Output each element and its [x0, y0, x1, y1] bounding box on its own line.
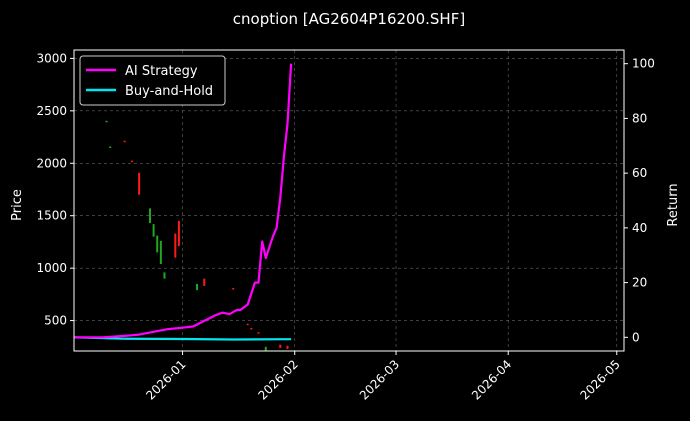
- left-y-axis: 500 1000 1500 2000 2500 3000: [36, 51, 74, 328]
- candle: [286, 345, 289, 349]
- candles: [105, 120, 289, 351]
- candle: [130, 160, 133, 163]
- left-tick-label: 1500: [36, 209, 67, 223]
- candle: [250, 327, 253, 330]
- candle: [109, 146, 112, 148]
- right-tick-label: 80: [632, 111, 647, 125]
- candle: [148, 208, 151, 224]
- legend: AI Strategy Buy-and-Hold: [79, 55, 226, 106]
- candle: [196, 283, 199, 291]
- candle: [203, 278, 206, 286]
- right-tick-label: 40: [632, 221, 647, 235]
- candle: [177, 220, 180, 247]
- right-tick-label: 20: [632, 276, 647, 290]
- left-tick-label: 2500: [36, 104, 67, 118]
- left-tick-label: 1000: [36, 261, 67, 275]
- candle: [105, 120, 108, 123]
- legend-box: [79, 55, 226, 106]
- candle: [232, 288, 235, 290]
- right-tick-label: 0: [632, 330, 640, 344]
- left-axis-label: Price: [10, 189, 25, 221]
- legend-label-buy-and-hold: Buy-and-Hold: [125, 84, 213, 99]
- candle: [123, 140, 126, 143]
- right-tick-label: 100: [632, 57, 655, 71]
- candle: [279, 344, 282, 348]
- candle: [138, 172, 141, 195]
- right-y-axis: 0 20 40 60 80 100: [624, 57, 655, 344]
- left-tick-label: 2000: [36, 156, 67, 170]
- candle: [152, 224, 155, 237]
- chart-title: cnoption [AG2604P16200.SHF]: [233, 10, 465, 28]
- right-tick-label: 60: [632, 166, 647, 180]
- left-tick-label: 3000: [36, 51, 67, 65]
- right-axis-label: Return: [666, 183, 681, 226]
- candle: [174, 233, 177, 258]
- candle: [163, 272, 166, 279]
- candle: [257, 332, 260, 334]
- series-lines: [73, 63, 293, 341]
- plot-frame: [73, 49, 625, 352]
- candle: [246, 323, 249, 326]
- series-line-ai-strategy: [74, 63, 293, 339]
- candle: [264, 346, 267, 351]
- candle: [156, 235, 159, 253]
- left-tick-label: 500: [44, 314, 67, 328]
- legend-label-ai-strategy: AI Strategy: [125, 64, 198, 79]
- candle: [159, 240, 162, 264]
